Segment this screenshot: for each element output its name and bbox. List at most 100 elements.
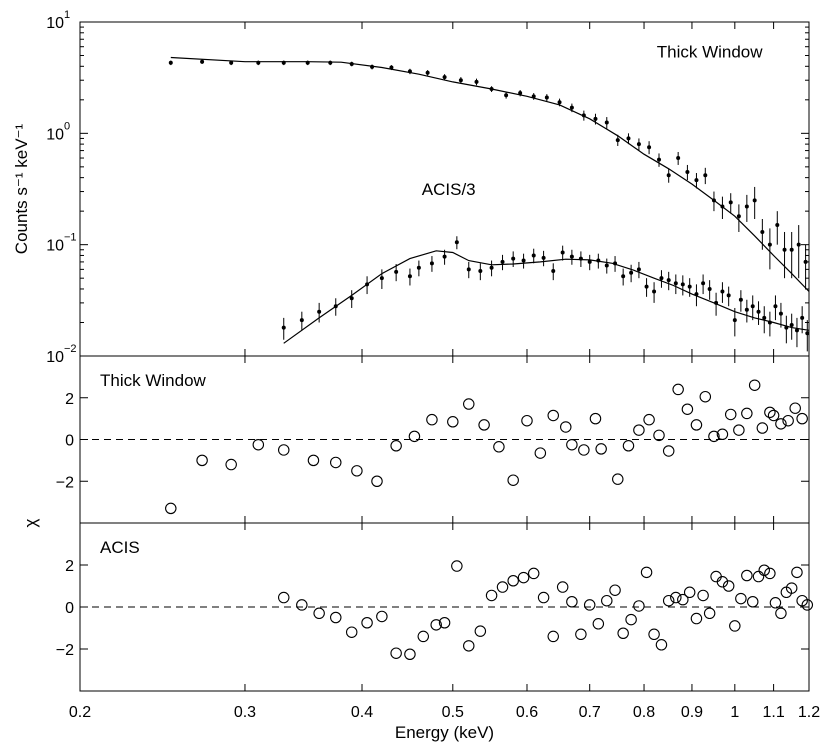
model-curve [170,56,810,292]
data-point [389,65,394,70]
residual-point [683,586,696,599]
residual-point [729,620,741,632]
data-point [394,269,399,274]
residual-point [330,611,342,624]
residual-point [447,416,459,428]
residual-point [764,406,776,419]
y-tick-exponent: 1 [64,9,70,21]
residual-point [527,567,540,580]
data-point [416,265,421,270]
data-point [407,69,412,74]
x-tick-label: 0.9 [681,704,703,721]
data-point [328,60,333,65]
data-point [370,64,375,69]
data-point [720,289,725,294]
x-tick-label: 1 [730,704,739,721]
data-point [744,204,749,209]
data-point [305,60,310,65]
residual-point [655,639,668,651]
residual-point [681,403,694,415]
x-tick-label: 0.7 [579,704,601,721]
data-point [442,254,447,259]
residual-point [724,408,737,421]
data-point [714,300,719,305]
residual-point [775,607,787,620]
data-point [578,256,583,261]
residual-point [716,428,729,441]
data-point [256,60,261,65]
data-point [333,304,338,309]
data-point [738,297,743,302]
x-axis-label: Energy (keV) [395,723,494,742]
data-point [587,259,592,264]
data-point [299,318,304,323]
residual-point [699,390,712,403]
residual-point [643,413,655,426]
data-point [500,259,505,264]
y-axis-label: Counts s⁻¹ keV⁻¹ [12,123,31,254]
residual-y-axis-label: χ [21,518,40,527]
data-point [703,173,708,178]
residual-point [697,589,709,602]
data-point [551,269,556,274]
residual-y-tick-label: 0 [65,600,74,617]
data-point [666,278,671,283]
residual-point [196,454,208,467]
residual-point [404,648,416,660]
x-tick-label: 1.1 [762,704,784,721]
data-point [569,105,574,110]
data-point [720,204,725,209]
residual-point [758,564,770,576]
residual-point [474,625,487,637]
data-point [474,79,479,84]
y-tick-label: 10 [46,15,64,32]
residual-point [710,570,722,583]
residual-point [345,626,358,638]
x-tick-label: 0.4 [351,704,373,721]
data-point [732,318,737,323]
data-point [773,304,778,309]
residual-point [547,630,559,643]
y-tick-exponent: −2 [64,343,77,355]
residual-y-tick-label: −2 [56,474,74,491]
residual-point [313,607,325,620]
data-point [518,91,523,96]
data-point [750,304,755,309]
data-point [726,293,731,298]
data-point [349,296,354,301]
y-tick-exponent: −1 [64,232,77,244]
data-point [429,261,434,266]
y-tick-label: 10 [46,238,64,255]
residual-y-tick-label: 0 [65,433,74,450]
residual-point [741,407,753,420]
data-point [557,100,562,105]
residual-label-thick-window: Thick Window [100,371,207,390]
data-point [604,120,609,125]
residual-point [521,414,533,427]
residual-point [438,616,451,629]
data-point [666,173,671,178]
residual-point [640,566,653,579]
data-point [281,60,286,65]
residual-point [633,600,645,612]
data-point [593,116,598,121]
data-point [511,256,516,261]
data-point [676,156,681,161]
data-point [636,267,641,272]
residual-point [517,571,530,584]
data-point [673,281,678,286]
residual-point [622,440,635,452]
data-point [425,70,430,75]
residual-point [796,412,808,425]
residual-point [496,581,509,593]
residual-point [716,576,729,588]
data-point [644,284,649,289]
data-point [544,95,549,100]
residual-point [417,630,430,643]
residual-point [165,502,177,515]
residual-point [653,429,665,442]
data-point [694,178,699,183]
residual-point [507,574,519,587]
data-point [458,78,463,83]
